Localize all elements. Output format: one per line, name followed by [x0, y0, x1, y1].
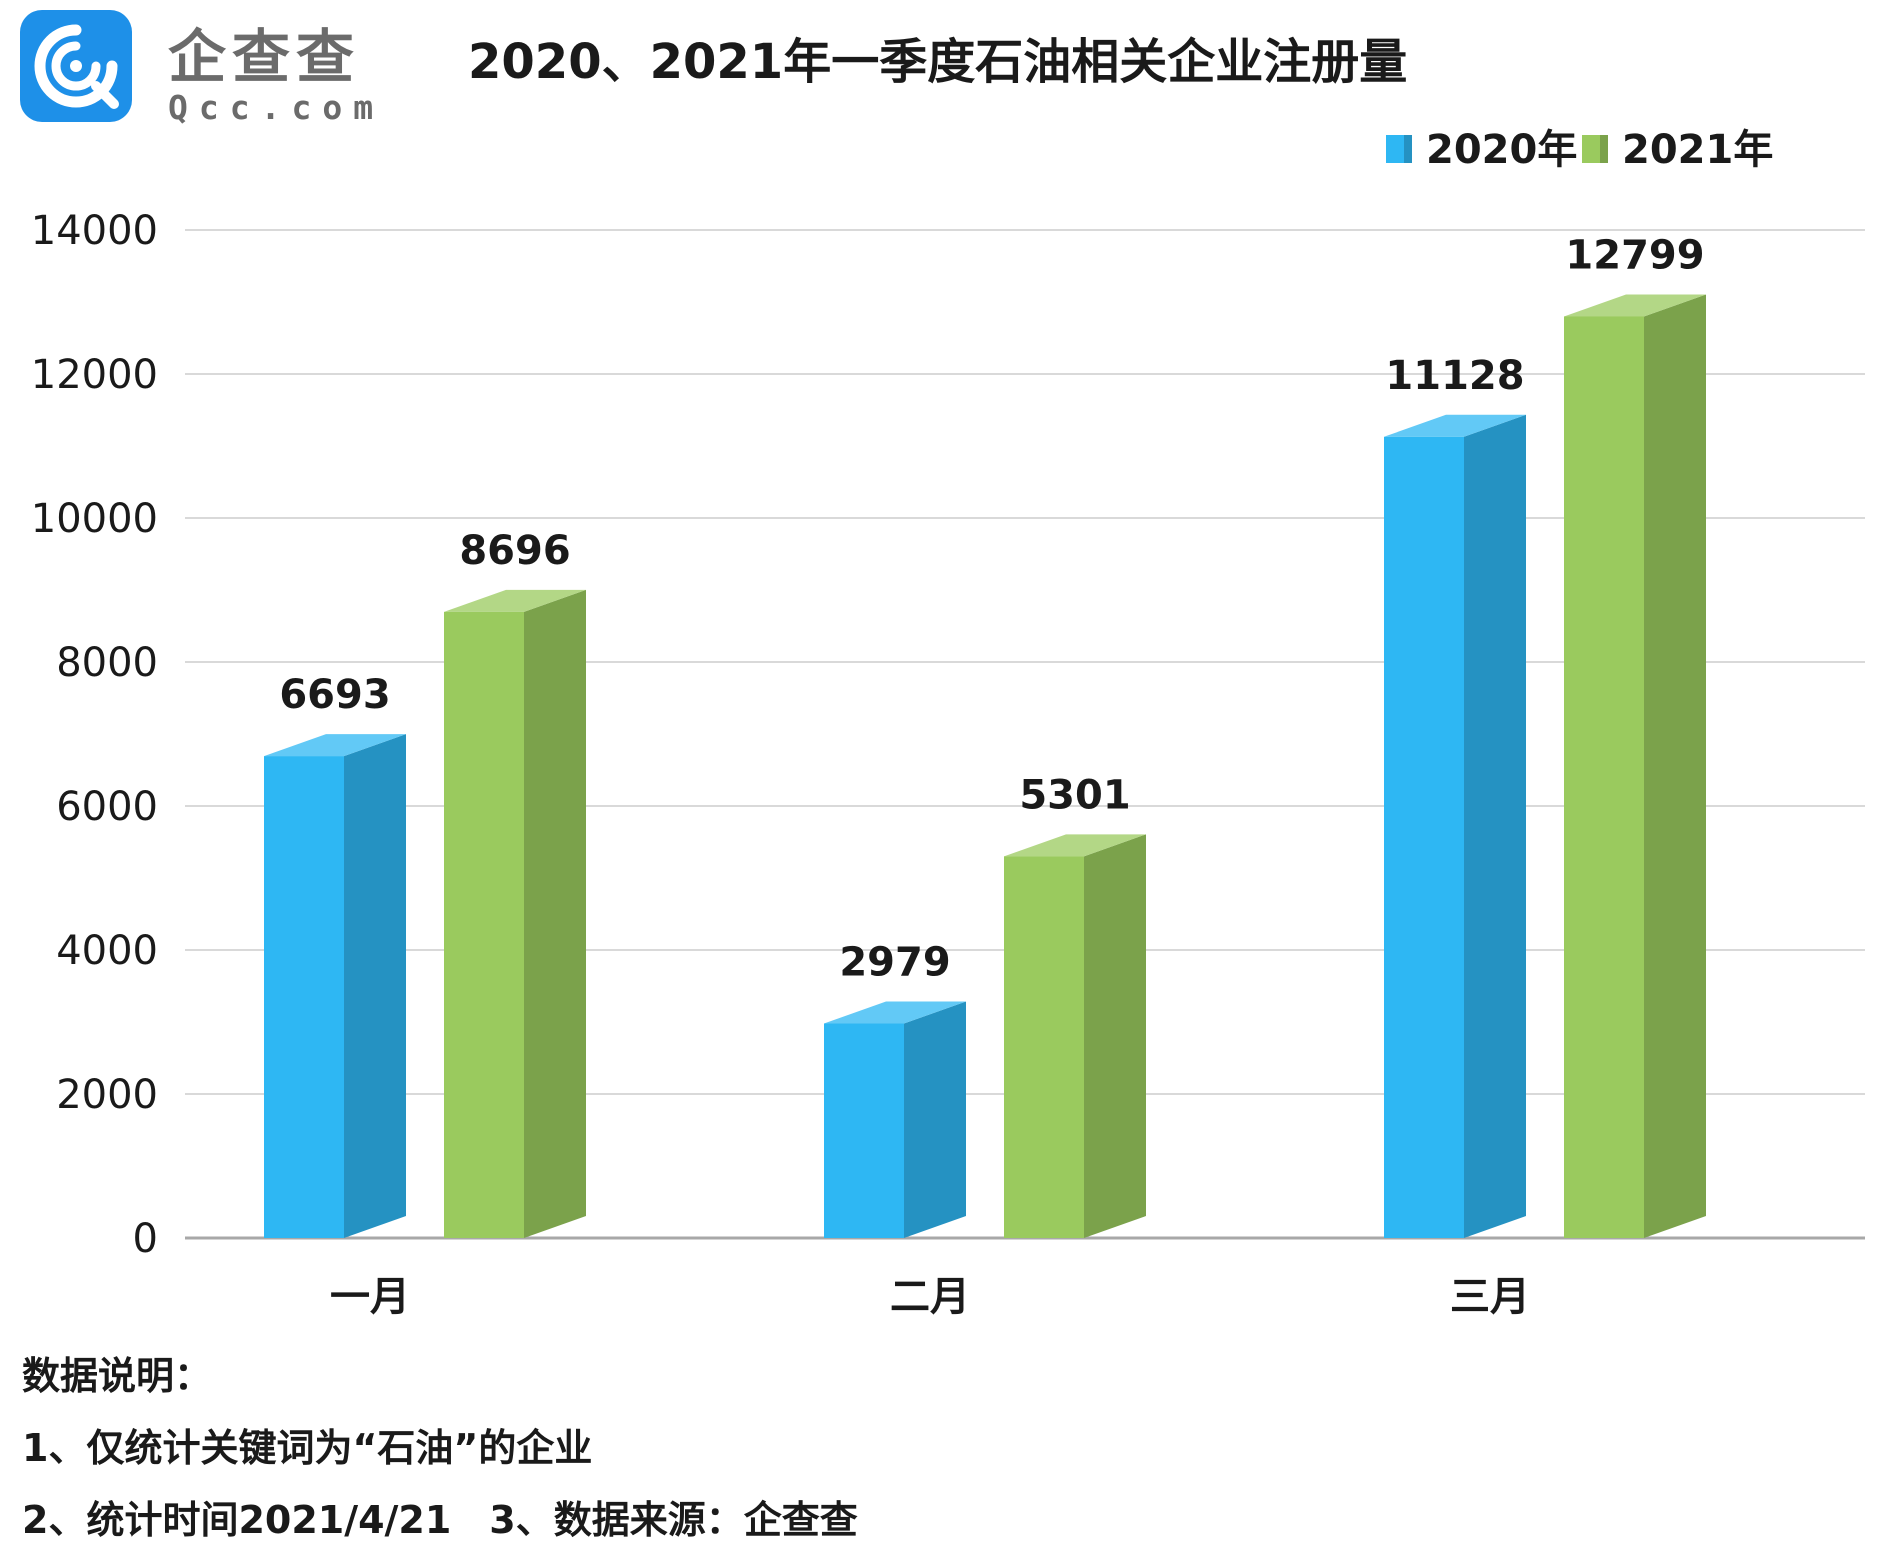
x-tick-label: 一月	[330, 1274, 410, 1320]
bars	[264, 294, 1706, 1238]
legend-swatch	[1386, 135, 1404, 163]
logo: 企查查 Qcc.com	[18, 8, 373, 128]
chart-title: 2020、2021年一季度石油相关企业注册量	[468, 34, 1408, 90]
data-label: 12799	[1565, 232, 1704, 278]
notes-line-1: 1、仅统计关键词为“石油”的企业	[22, 1426, 593, 1470]
y-tick-labels: 0 2000 4000 6000 8000 10000 12000 14000	[31, 208, 158, 1262]
bar	[824, 1023, 904, 1238]
data-notes: 数据说明： 1、仅统计关键词为“石油”的企业 2、统计时间2021/4/21 3…	[22, 1340, 858, 1556]
y-tick-label: 6000	[56, 784, 158, 830]
bar-top	[1564, 294, 1706, 317]
bar	[1564, 316, 1644, 1238]
bar-side	[344, 734, 406, 1238]
data-label: 6693	[279, 672, 390, 718]
y-tick-label: 10000	[31, 496, 158, 542]
legend-swatch	[1582, 135, 1600, 163]
legend-label: 2020年	[1426, 127, 1577, 173]
x-tick-label: 二月	[890, 1274, 970, 1320]
brand-name-en: Qcc.com	[168, 88, 385, 127]
legend-swatch-side	[1404, 135, 1412, 163]
y-tick-label: 0	[133, 1216, 158, 1262]
bar-side	[1464, 414, 1526, 1238]
bar-top	[444, 589, 586, 612]
data-label: 8696	[459, 528, 570, 574]
bar	[444, 611, 524, 1238]
data-label: 11128	[1385, 353, 1524, 399]
y-tick-label: 12000	[31, 352, 158, 398]
legend-swatch-side	[1600, 135, 1608, 163]
bar-side	[904, 1001, 966, 1238]
notes-line-2: 2、统计时间2021/4/21 3、数据来源：企查查	[22, 1498, 858, 1542]
y-tick-label: 14000	[31, 208, 158, 254]
bar-chart: 0 2000 4000 6000 8000 10000 12000 14000 6693 869…	[31, 127, 1865, 1320]
legend-label: 2021年	[1622, 127, 1773, 173]
bar	[1384, 436, 1464, 1238]
data-labels: 6693 8696 2979 5301 11128 12799	[279, 232, 1704, 985]
bar-top	[1004, 834, 1146, 857]
bar-side	[1084, 834, 1146, 1238]
notes-heading: 数据说明：	[22, 1354, 213, 1398]
x-tick-label: 三月	[1450, 1274, 1530, 1320]
qcc-logo-icon	[20, 10, 132, 122]
data-label: 2979	[839, 940, 950, 986]
bar-top	[264, 734, 406, 757]
y-tick-label: 4000	[56, 928, 158, 974]
x-tick-labels: 一月 二月 三月	[330, 1274, 1530, 1320]
y-tick-label: 2000	[56, 1072, 158, 1118]
bar-side	[524, 589, 586, 1238]
legend: 2020年 2021年	[1386, 127, 1773, 173]
bar-top	[1384, 414, 1526, 437]
bar-top	[824, 1001, 966, 1024]
bar-side	[1644, 294, 1706, 1238]
y-tick-label: 8000	[56, 640, 158, 686]
bar	[264, 756, 344, 1238]
brand-name-cn: 企查查	[168, 23, 361, 91]
bar	[1004, 856, 1084, 1238]
data-label: 5301	[1019, 772, 1130, 818]
